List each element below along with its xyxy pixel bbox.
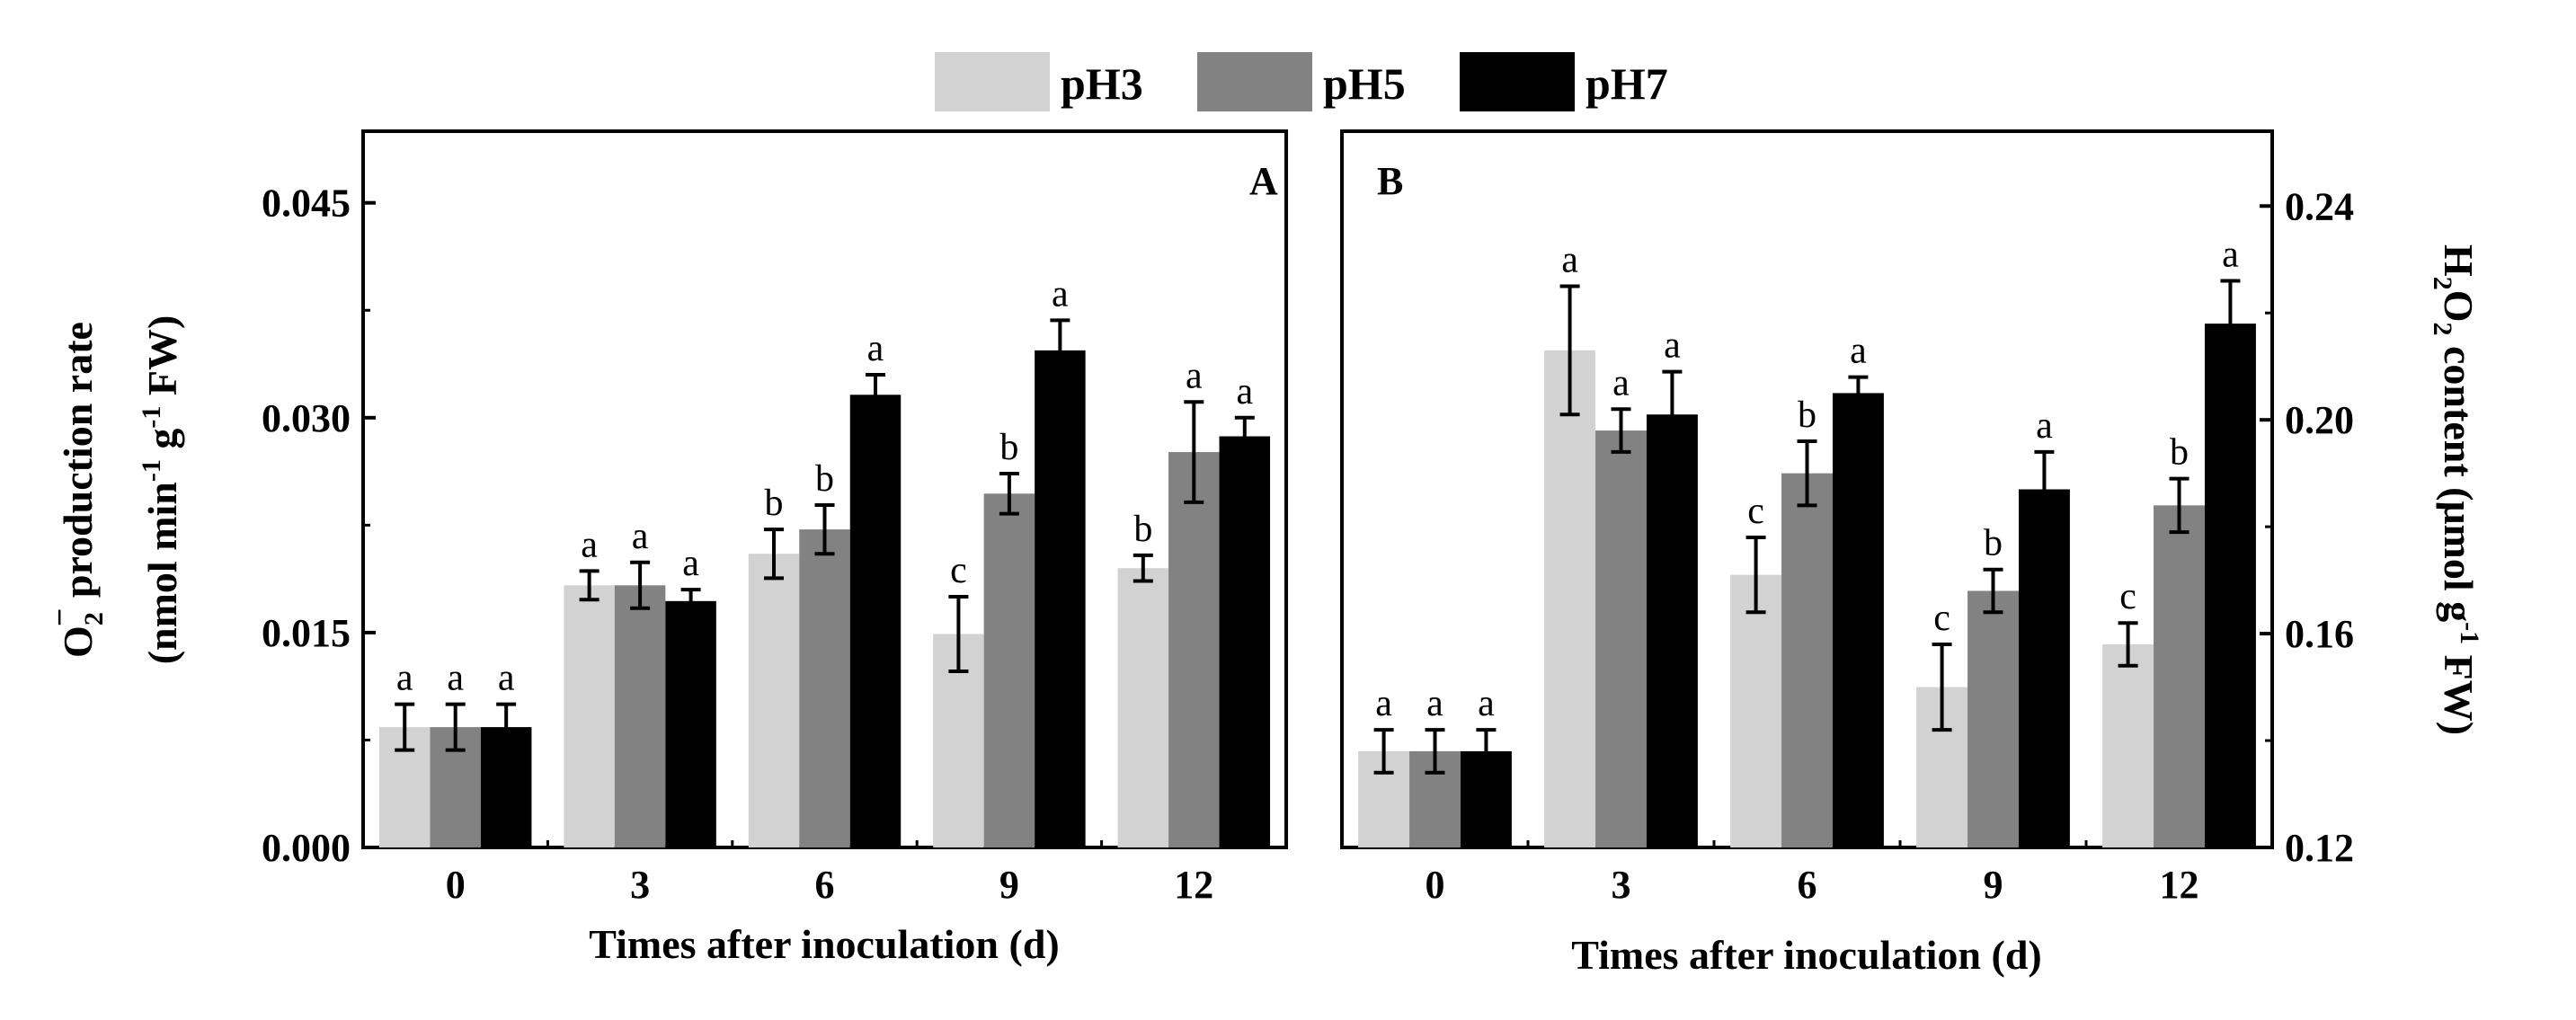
significance-letter: a [1186, 355, 1203, 396]
bar-ph5-day-9 [983, 493, 1035, 847]
bar-ph7-day-9 [2018, 489, 2070, 847]
bar-ph5-day-3 [1595, 430, 1647, 847]
x-tick-label: 6 [1798, 863, 1817, 907]
significance-letter: c [1933, 598, 1950, 639]
y-tick-label: 0.24 [2285, 184, 2354, 228]
significance-letter: a [447, 658, 464, 699]
significance-letter: a [581, 524, 598, 565]
significance-letter: b [1984, 523, 2003, 564]
bar-ph7-day-6 [1832, 393, 1884, 847]
significance-letter: b [815, 458, 834, 500]
legend-swatch-ph3 [935, 52, 1050, 111]
significance-letter: a [1478, 683, 1495, 724]
significance-letter: a [1426, 683, 1443, 724]
x-tick-label: 6 [815, 863, 835, 907]
significance-letter: a [632, 516, 649, 557]
y-tick-label: 0.000 [262, 826, 351, 870]
significance-letter: a [1561, 239, 1578, 280]
panel-a-y-axis-label: O2− production rate [41, 322, 109, 658]
legend-label-ph7: pH7 [1586, 58, 1668, 109]
significance-letter: a [1850, 331, 1867, 372]
significance-letter: a [1375, 683, 1392, 724]
o2-rate-text: production rate [55, 322, 101, 598]
significance-letter: b [765, 483, 784, 524]
significance-letter: b [2170, 432, 2189, 474]
significance-letter: a [682, 543, 699, 584]
significance-letter: b [999, 427, 1018, 468]
bar-ph7-day-3 [665, 600, 716, 847]
x-tick-label: 3 [630, 863, 650, 907]
legend-swatch-ph7 [1460, 52, 1575, 111]
bar-ph5-day-6 [1781, 473, 1833, 847]
legend: pH3 pH5 pH7 [935, 52, 1668, 111]
bar-ph7-day-9 [1035, 350, 1086, 848]
panel-b-label: B [1377, 159, 1403, 203]
significance-letter: a [2036, 405, 2053, 447]
significance-letter: a [1236, 371, 1253, 412]
unit-sup-min: -1 [137, 459, 166, 482]
x-tick-label: 0 [446, 863, 466, 907]
bar-ph5-day-6 [799, 529, 850, 847]
significance-letter: c [950, 550, 967, 591]
significance-letter: c [2119, 576, 2136, 617]
o2-superscript: − [41, 608, 77, 627]
significance-letter: c [1747, 491, 1764, 532]
bar-ph5-day-3 [614, 585, 666, 847]
bar-ph7-day-12 [1219, 436, 1271, 847]
bar-ph3-day-6 [1730, 574, 1782, 847]
y-tick-label: 0.030 [262, 396, 351, 440]
significance-letter: a [498, 658, 515, 699]
significance-letter: a [867, 328, 884, 369]
y-tick-label: 0.015 [262, 611, 351, 655]
significance-letter: a [1612, 362, 1630, 404]
y-tick-label: 0.12 [2285, 826, 2354, 870]
panel-b-x-axis-label: Times after inoculation (d) [1571, 932, 2041, 978]
legend-label-ph5: pH5 [1323, 58, 1406, 109]
bar-ph3-day-6 [748, 554, 800, 847]
x-tick-label: 12 [1174, 863, 1213, 907]
unit-sup-g: -1 [137, 406, 166, 429]
panel-a-x-axis-label: Times after inoculation (d) [589, 921, 1059, 967]
o2-subscript: 2 [79, 612, 109, 625]
significance-letter: a [1052, 273, 1069, 315]
x-tick-label: 9 [1984, 863, 2003, 907]
significance-letter: a [396, 658, 413, 699]
significance-letter: b [1798, 395, 1817, 436]
bar-ph5-day-12 [1168, 452, 1220, 847]
significance-letter: a [1664, 325, 1681, 367]
bar-ph3-day-3 [564, 585, 615, 847]
x-tick-label: 3 [1612, 863, 1631, 907]
significance-letter: b [1133, 509, 1152, 550]
bar-ph3-day-12 [1117, 568, 1169, 847]
x-tick-label: 9 [999, 863, 1019, 907]
panel-b-y-axis-label: H2O2 content (μmol g-1 FW) [2428, 244, 2484, 735]
bar-ph3-day-12 [2102, 643, 2154, 847]
bar-ph7-day-12 [2204, 324, 2256, 848]
legend-swatch-ph5 [1197, 52, 1312, 111]
y-tick-label: 0.16 [2285, 612, 2354, 656]
o2-symbol: O [55, 625, 101, 658]
bar-ph7-day-6 [849, 395, 902, 847]
panel-a-y-axis-unit: (nmol min-1 g-1 FW) [137, 315, 185, 665]
bar-ph5-day-12 [2154, 505, 2205, 847]
x-tick-label: 12 [2160, 863, 2199, 907]
bar-ph3-day-3 [1544, 350, 1596, 847]
x-tick-label: 0 [1426, 863, 1445, 907]
significance-letter: a [2222, 235, 2239, 276]
bar-ph5-day-9 [1968, 590, 2019, 847]
y-tick-label: 0.20 [2285, 398, 2354, 442]
y-tick-label: 0.045 [262, 182, 351, 226]
bar-ph7-day-3 [1646, 414, 1698, 847]
legend-label-ph3: pH3 [1061, 58, 1143, 109]
panel-a-label: A [1249, 159, 1278, 203]
